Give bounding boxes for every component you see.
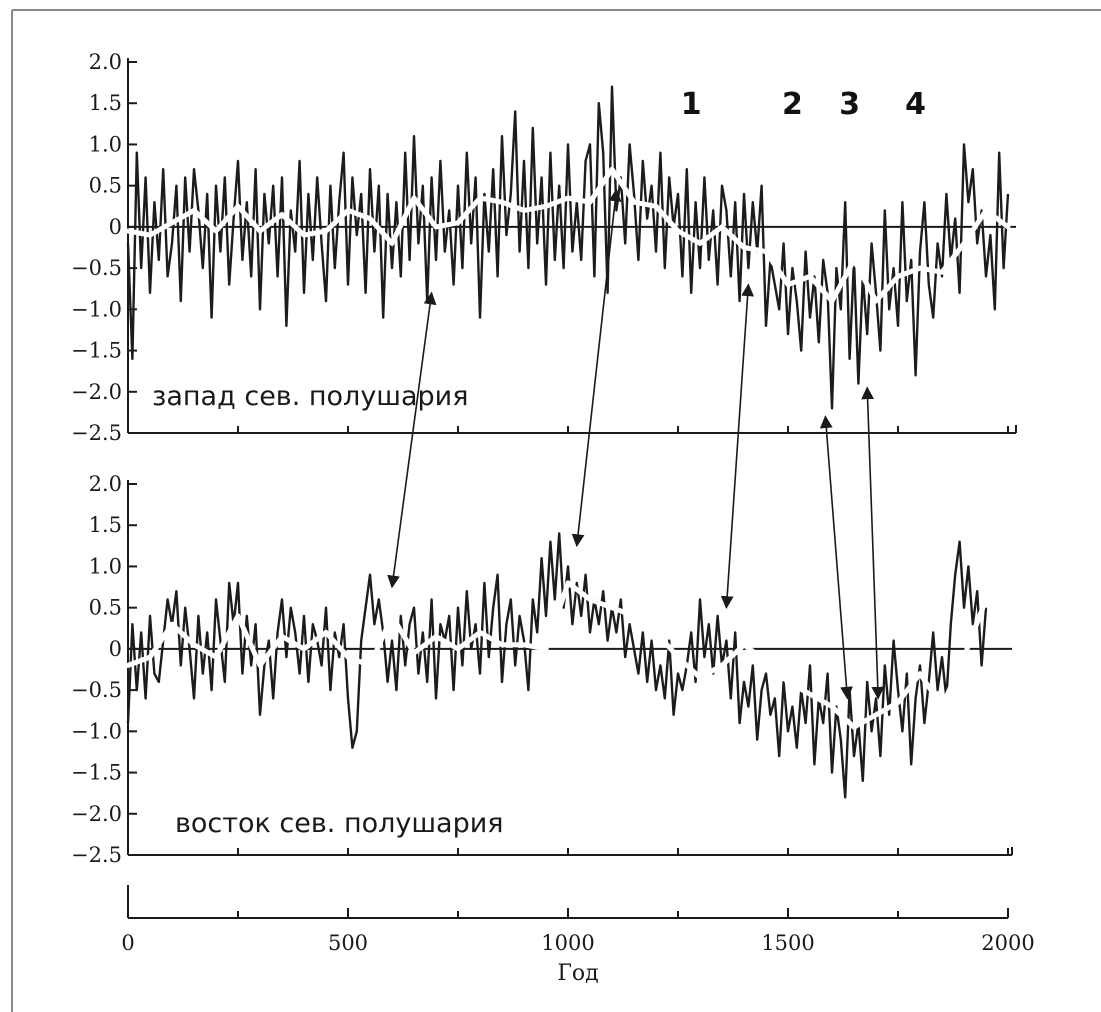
x-axis-label: Год <box>557 961 598 986</box>
y-tick-label: −2.5 <box>71 421 122 445</box>
period-marker-3: 3 <box>839 87 860 122</box>
y-tick-label: 1.5 <box>89 513 122 537</box>
panel-0: 2.0 1.5 1.0 0.5 0 −0.5 −1.0 −1.5 −2.0 −2.5 запад с… <box>71 50 1017 445</box>
y-tick-label: 0 <box>109 637 122 661</box>
y-tick-label: −2.0 <box>71 802 122 826</box>
y-tick-label: −1.0 <box>71 297 122 321</box>
raw-series-line <box>126 85 1010 410</box>
y-tick-label: 2.0 <box>89 472 122 496</box>
period-marker-4: 4 <box>905 87 926 122</box>
panel-label: запад сев. полушария <box>152 381 468 412</box>
panel-label: восток сев. полушария <box>175 808 504 839</box>
y-tick-label: 0.5 <box>89 174 122 198</box>
connecting-arrow <box>861 386 885 700</box>
connecting-arrow <box>387 291 437 589</box>
period-markers: 1 2 3 4 <box>681 87 926 122</box>
y-tick-label: 0.5 <box>89 596 122 620</box>
chart-panels: 2.0 1.5 1.0 0.5 0 −0.5 −1.0 −1.5 −2.0 −2.5 запад с… <box>71 50 1017 867</box>
x-tick-label: 1500 <box>761 931 814 955</box>
connecting-arrow <box>720 283 755 609</box>
y-tick-label: −2.0 <box>71 380 122 404</box>
y-tick-label: 1.0 <box>89 554 122 578</box>
y-tick-label: 1.5 <box>89 91 122 115</box>
y-tick-label: −0.5 <box>71 678 122 702</box>
x-tick-label: 0 <box>121 931 134 955</box>
connecting-arrow <box>819 415 853 700</box>
y-tick-label: −1.0 <box>71 719 122 743</box>
raw-series-line <box>126 532 988 799</box>
y-tick-label: 0 <box>109 215 122 239</box>
y-tick-label: −2.5 <box>71 843 122 867</box>
connecting-arrow <box>571 188 622 548</box>
smoothed-series-line <box>125 580 1011 730</box>
period-marker-1: 1 <box>681 87 702 122</box>
y-tick-label: 2.0 <box>89 50 122 74</box>
y-tick-label: −0.5 <box>71 256 122 280</box>
connecting-arrows <box>387 188 885 700</box>
y-tick-label: −1.5 <box>71 761 122 785</box>
y-tick-label: 1.0 <box>89 132 122 156</box>
y-tick-label: −1.5 <box>71 339 122 363</box>
period-marker-2: 2 <box>782 87 803 122</box>
x-tick-label: 500 <box>328 931 368 955</box>
x-axis: 0 500 1000 1500 2000 <box>121 885 1035 955</box>
x-tick-label: 1000 <box>541 931 594 955</box>
smoothed-series-line <box>125 166 1011 304</box>
panel-1: 2.0 1.5 1.0 0.5 0 −0.5 −1.0 −1.5 −2.0 −2.5 восток … <box>71 472 1013 867</box>
x-tick-label: 2000 <box>981 931 1034 955</box>
